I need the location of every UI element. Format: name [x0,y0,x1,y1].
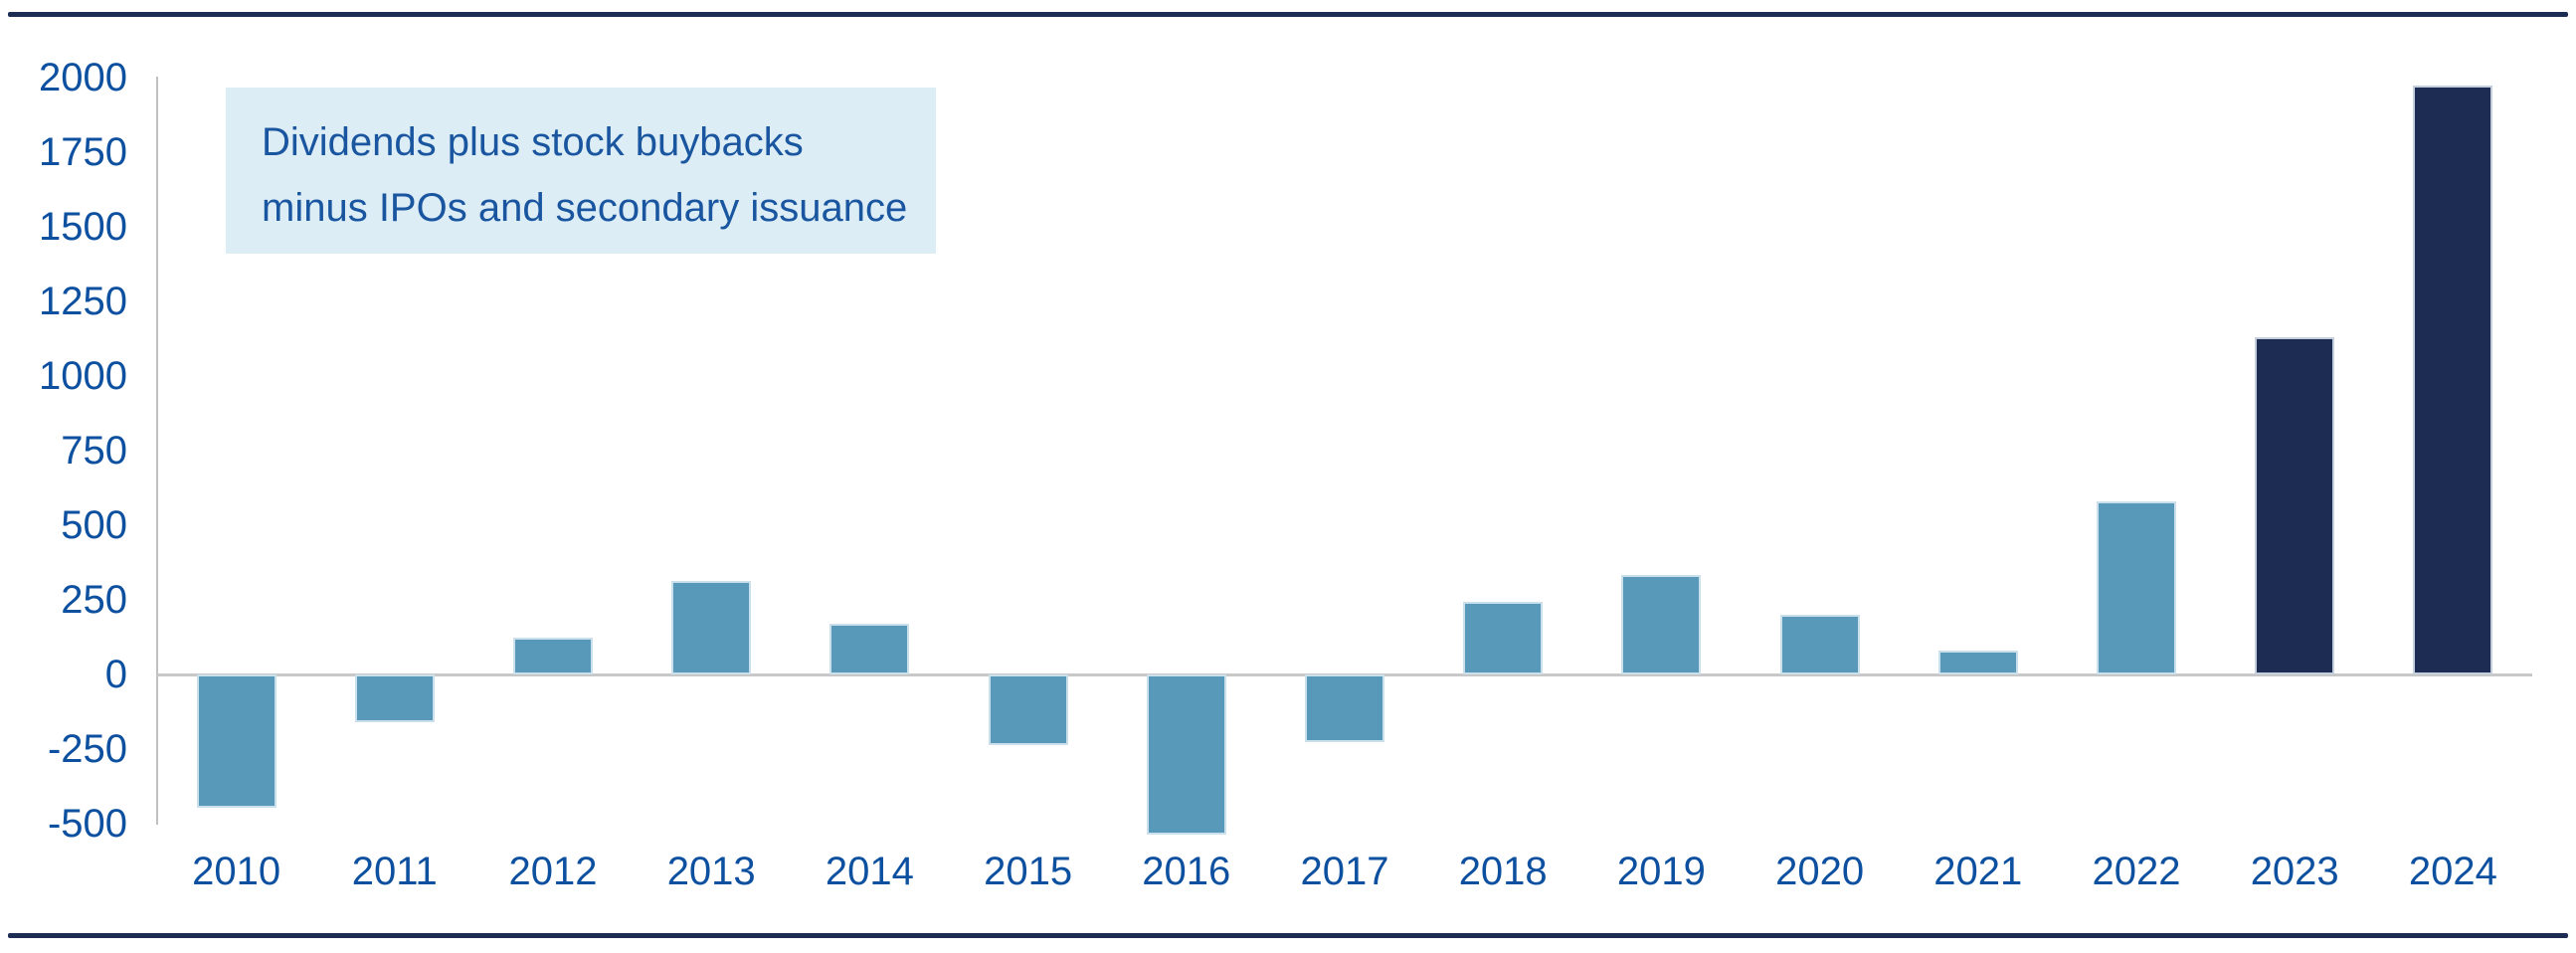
x-tick-label-2011: 2011 [351,850,438,893]
x-tick-label-2019: 2019 [1616,850,1706,893]
x-tick-label-2014: 2014 [825,850,914,893]
y-tick-label: 1250 [39,280,127,323]
top-border-rule [8,12,2568,17]
x-tick-label-2024: 2024 [2408,850,2497,893]
x-tick-label-2018: 2018 [1458,850,1548,893]
y-tick-label: 1750 [39,130,127,174]
bar-2020 [1779,615,1860,674]
annotation-line-1: Dividends plus stock buybacks [262,120,804,164]
bar-2019 [1621,574,1702,674]
y-tick-label: 0 [104,653,127,696]
x-tick-label-2013: 2013 [666,850,756,893]
bar-2017 [1305,674,1384,742]
bar-2013 [671,580,752,674]
x-tick-label-2022: 2022 [2092,850,2181,893]
x-tick-label-2020: 2020 [1775,850,1865,893]
y-tick-label: 250 [61,578,127,622]
x-tick-label-2023: 2023 [2250,850,2339,893]
y-tick-label: -500 [47,802,127,846]
annotation-line-2: minus IPOs and secondary issuance [262,186,908,230]
bar-2022 [2097,501,2176,674]
y-tick-label: 1000 [39,354,127,398]
bottom-border-rule [8,933,2568,938]
bar-2024 [2413,85,2493,674]
y-axis-line [156,77,158,825]
y-tick-label: 1500 [39,205,127,249]
bar-2012 [513,637,593,674]
y-tick-label: 2000 [39,56,127,99]
y-tick-label: -250 [47,727,127,771]
annotation-box: Dividends plus stock buybacks minus IPOs… [226,88,936,254]
bar-2021 [1937,651,2018,674]
x-tick-label-2012: 2012 [508,850,598,893]
bar-2016 [1146,674,1226,835]
x-tick-label-2015: 2015 [984,850,1073,893]
bar-2010 [196,674,276,808]
bar-2015 [988,674,1068,745]
x-tick-label-2021: 2021 [1933,850,2023,893]
x-tick-label-2016: 2016 [1142,850,1231,893]
bar-2011 [354,674,435,722]
y-tick-label: 500 [61,503,127,547]
bar-2023 [2255,337,2335,674]
bar-2014 [829,624,910,674]
x-tick-label-2017: 2017 [1300,850,1389,893]
bar-2018 [1463,601,1544,674]
y-tick-label: 750 [61,429,127,473]
x-tick-label-2010: 2010 [192,850,281,893]
